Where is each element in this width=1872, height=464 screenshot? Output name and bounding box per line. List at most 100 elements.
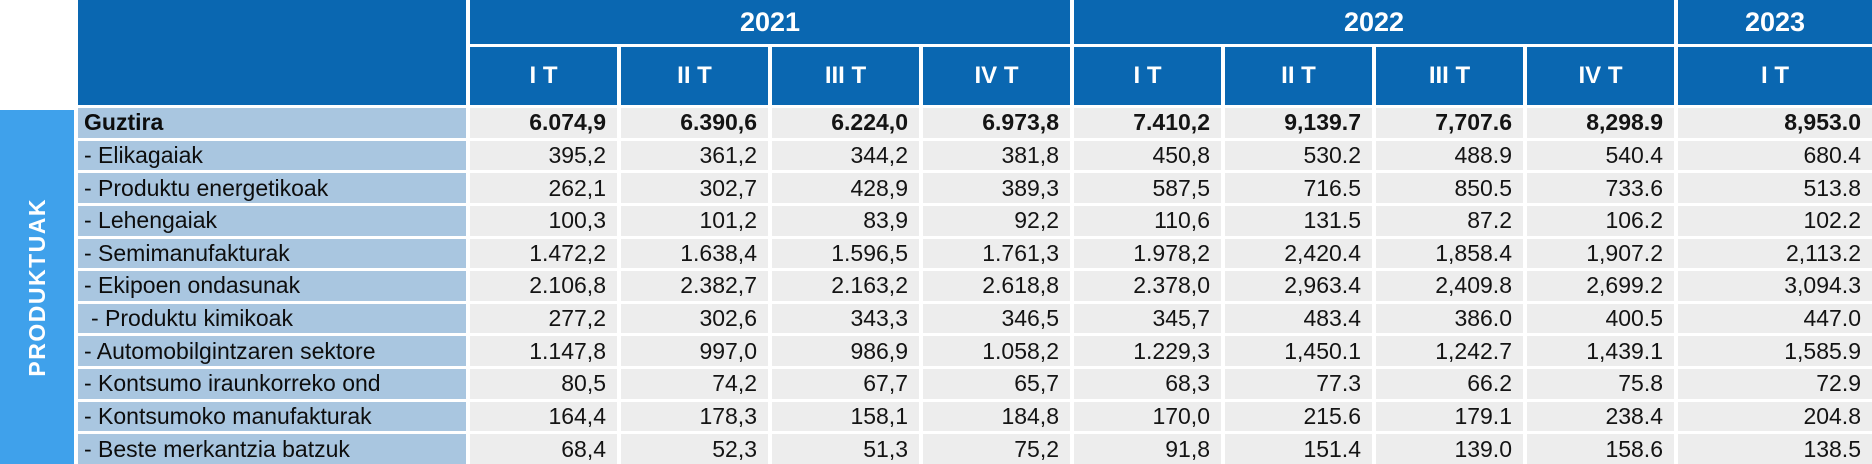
category-sidebar: PRODUKTUAK [0, 110, 74, 464]
value-cell: 204.8 [1678, 401, 1872, 432]
quarter-header: IV T [1527, 47, 1674, 105]
value-cell: 400.5 [1527, 303, 1674, 334]
value-cell: 1,242.7 [1376, 336, 1523, 367]
value-cell: 91,8 [1074, 434, 1221, 464]
value-cell: 1.229,3 [1074, 336, 1221, 367]
row-label: - Produktu energetikoak [78, 173, 466, 203]
value-cell: 680.4 [1678, 140, 1872, 171]
value-cell: 1.147,8 [470, 336, 617, 367]
value-cell: 513.8 [1678, 173, 1872, 203]
row-label: - Semimanufakturak [78, 238, 466, 269]
value-cell: 215.6 [1225, 401, 1372, 432]
value-cell: 75.8 [1527, 369, 1674, 399]
quarter-header: I T [470, 47, 617, 105]
row-label: - Lehengaiak [78, 205, 466, 236]
row-label: - Kontsumo iraunkorreko ond [78, 369, 466, 399]
value-cell: 381,8 [923, 140, 1070, 171]
value-cell: 428,9 [772, 173, 919, 203]
row-label: - Ekipoen ondasunak [78, 271, 466, 301]
value-cell: 92,2 [923, 205, 1070, 236]
value-cell: 102.2 [1678, 205, 1872, 236]
value-cell: 52,3 [621, 434, 768, 464]
value-cell: 6.074,9 [470, 108, 617, 138]
value-cell: 106.2 [1527, 205, 1674, 236]
row-label: - Beste merkantzia batzuk [78, 434, 466, 464]
value-cell: 8,298.9 [1527, 108, 1674, 138]
value-cell: 1,907.2 [1527, 238, 1674, 269]
value-cell: 587,5 [1074, 173, 1221, 203]
quarter-header: I T [1678, 47, 1872, 105]
value-cell: 158,1 [772, 401, 919, 432]
value-cell: 6.224,0 [772, 108, 919, 138]
value-cell: 2,699.2 [1527, 271, 1674, 301]
row-label: - Produktu kimikoak [78, 303, 466, 334]
value-cell: 7,707.6 [1376, 108, 1523, 138]
value-cell: 179.1 [1376, 401, 1523, 432]
value-cell: 51,3 [772, 434, 919, 464]
value-cell: 483.4 [1225, 303, 1372, 334]
row-header-corner [78, 0, 466, 105]
value-cell: 1.058,2 [923, 336, 1070, 367]
year-header-2023: 2023 [1678, 0, 1872, 44]
quarter-header: II T [1225, 47, 1372, 105]
value-cell: 80,5 [470, 369, 617, 399]
value-cell: 66.2 [1376, 369, 1523, 399]
quarter-header: I T [1074, 47, 1221, 105]
value-cell: 450,8 [1074, 140, 1221, 171]
value-cell: 2,420.4 [1225, 238, 1372, 269]
value-cell: 68,4 [470, 434, 617, 464]
quarter-header: IV T [923, 47, 1070, 105]
quarter-header: III T [1376, 47, 1523, 105]
value-cell: 7.410,2 [1074, 108, 1221, 138]
year-header-2022: 2022 [1074, 0, 1674, 44]
value-cell: 850.5 [1376, 173, 1523, 203]
value-cell: 302,6 [621, 303, 768, 334]
value-cell: 262,1 [470, 173, 617, 203]
value-cell: 346,5 [923, 303, 1070, 334]
value-cell: 158.6 [1527, 434, 1674, 464]
value-cell: 6.390,6 [621, 108, 768, 138]
value-cell: 151.4 [1225, 434, 1372, 464]
value-cell: 87.2 [1376, 205, 1523, 236]
value-cell: 530.2 [1225, 140, 1372, 171]
value-cell: 3,094.3 [1678, 271, 1872, 301]
value-cell: 72.9 [1678, 369, 1872, 399]
value-cell: 344,2 [772, 140, 919, 171]
value-cell: 986,9 [772, 336, 919, 367]
sidebar-vertical-label: PRODUKTUAK [23, 197, 50, 377]
value-cell: 1.472,2 [470, 238, 617, 269]
value-cell: 2,113.2 [1678, 238, 1872, 269]
value-cell: 2,963.4 [1225, 271, 1372, 301]
row-label: - Kontsumoko manufakturak [78, 401, 466, 432]
value-cell: 100,3 [470, 205, 617, 236]
value-cell: 277,2 [470, 303, 617, 334]
value-cell: 361,2 [621, 140, 768, 171]
value-cell: 75,2 [923, 434, 1070, 464]
value-cell: 343,3 [772, 303, 919, 334]
value-cell: 302,7 [621, 173, 768, 203]
value-cell: 164,4 [470, 401, 617, 432]
value-cell: 1.638,4 [621, 238, 768, 269]
value-cell: 67,7 [772, 369, 919, 399]
value-cell: 139.0 [1376, 434, 1523, 464]
quarter-header: II T [621, 47, 768, 105]
value-cell: 488.9 [1376, 140, 1523, 171]
value-cell: 65,7 [923, 369, 1070, 399]
value-cell: 131.5 [1225, 205, 1372, 236]
value-cell: 1,858.4 [1376, 238, 1523, 269]
value-cell: 2.378,0 [1074, 271, 1221, 301]
value-cell: 74,2 [621, 369, 768, 399]
value-cell: 1.596,5 [772, 238, 919, 269]
value-cell: 2.163,2 [772, 271, 919, 301]
value-cell: 1,585.9 [1678, 336, 1872, 367]
value-cell: 2,409.8 [1376, 271, 1523, 301]
value-cell: 2.106,8 [470, 271, 617, 301]
value-cell: 1.761,3 [923, 238, 1070, 269]
value-cell: 8,953.0 [1678, 108, 1872, 138]
value-cell: 1,439.1 [1527, 336, 1674, 367]
value-cell: 184,8 [923, 401, 1070, 432]
value-cell: 138.5 [1678, 434, 1872, 464]
value-cell: 110,6 [1074, 205, 1221, 236]
